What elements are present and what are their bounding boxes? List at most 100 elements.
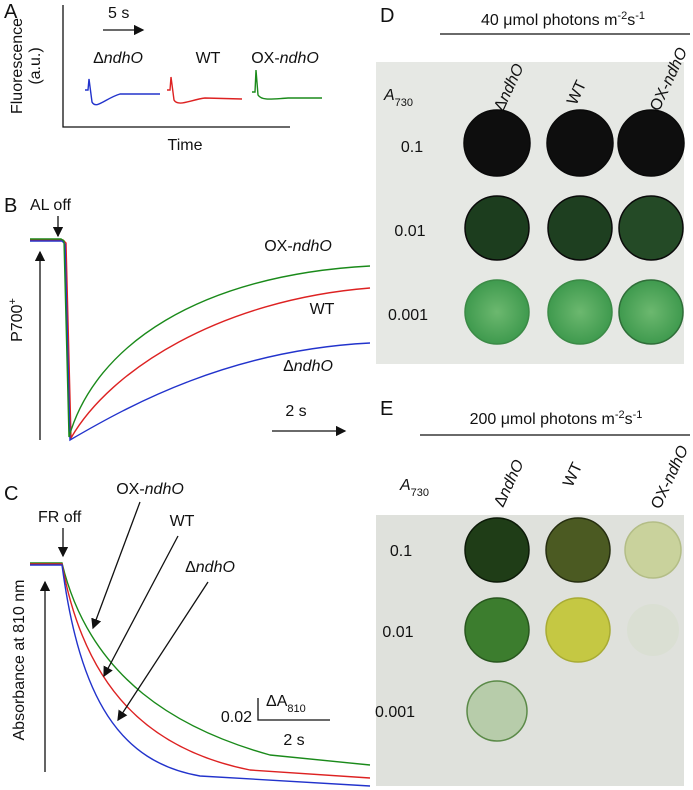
trace <box>30 240 371 442</box>
spot <box>617 109 685 177</box>
strain-prefix: OX- <box>116 481 144 498</box>
trace <box>30 562 371 766</box>
title-sup: -2 <box>617 10 627 22</box>
panel-label: B <box>4 195 17 217</box>
row-header: A730 <box>399 477 429 499</box>
title-part: s <box>627 12 635 29</box>
panel-label: A <box>4 1 18 23</box>
strain-prefix: WT <box>170 513 195 530</box>
spot <box>547 279 613 345</box>
spot <box>618 279 684 345</box>
trace-label: OX-ndhO <box>116 481 184 498</box>
spot <box>464 517 530 583</box>
strain-prefix: OX- <box>251 50 279 67</box>
y-label: Fluorescence <box>9 18 26 114</box>
spot <box>464 195 530 261</box>
strain-italic: ndhO <box>660 443 692 486</box>
column-header: WT <box>560 460 586 490</box>
spots <box>464 517 682 742</box>
strain-italic: ndhO <box>280 50 319 67</box>
trace <box>252 69 322 100</box>
trace <box>167 76 243 104</box>
time-scale: 2 s <box>285 403 306 420</box>
row-label: 0.01 <box>394 223 425 240</box>
spots <box>463 109 685 345</box>
title-sup: -1 <box>633 409 643 421</box>
strain-prefix: WT <box>196 50 221 67</box>
trigger-label: FR off <box>38 509 82 526</box>
spot <box>546 109 614 177</box>
panel-c: C FR off Absorbance at 810 nm OX-ndhO WT… <box>4 481 371 787</box>
strain-prefix: WT <box>560 460 586 490</box>
scale-bar <box>257 698 330 721</box>
row-header-sub: 730 <box>411 487 429 499</box>
trace-label: OX-ndhO <box>264 238 332 255</box>
spot <box>545 517 611 583</box>
panel-d: D 40 μmol photons m-2s-1 A730 ΔndhO WT O… <box>376 5 691 364</box>
scale-unit-sub: 810 <box>287 703 305 715</box>
panel-label: C <box>4 483 18 505</box>
row-header-italic: A <box>399 477 411 494</box>
strain-italic: ndhO <box>496 457 528 500</box>
row-header-italic: A <box>383 87 395 104</box>
trace <box>85 78 160 106</box>
spot <box>618 195 684 261</box>
strain-prefix: Δ <box>185 559 196 576</box>
time-scale: 5 s <box>108 5 129 22</box>
panel-b: B AL off P700+ OX-ndhO WT ΔndhO 2 s <box>4 195 371 442</box>
title-sup: -1 <box>635 10 645 22</box>
spot <box>624 521 682 579</box>
spot <box>627 604 679 656</box>
pointer-arrow <box>103 535 179 678</box>
spot <box>464 597 530 663</box>
title-part: s <box>625 411 633 428</box>
title-sup: -2 <box>615 409 625 421</box>
strain-italic: ndhO <box>104 50 143 67</box>
column-header: OX-ndhO <box>648 443 692 511</box>
trace <box>30 563 371 779</box>
pointer-arrow <box>117 581 209 722</box>
panel-label: E <box>380 398 393 420</box>
trace-label: WT <box>196 50 221 67</box>
spot <box>545 597 611 663</box>
trace <box>30 238 371 438</box>
panel-e: E 200 μmol photons m-2s-1 A730 ΔndhO WT … <box>375 398 692 786</box>
row-header-sub: 730 <box>395 97 413 109</box>
panel-label: D <box>380 5 394 27</box>
scale-value: 0.02 <box>221 709 252 726</box>
y-label: Absorbance at 810 nm <box>11 580 28 741</box>
pointer-arrow <box>91 501 141 630</box>
strain-prefix: Δ <box>283 358 294 375</box>
row-label: 0.001 <box>388 307 428 324</box>
scale-unit: ΔA810 <box>266 693 306 715</box>
trigger-label: AL off <box>30 197 71 214</box>
x-label: Time <box>168 137 203 154</box>
strain-italic: ndhO <box>293 238 332 255</box>
trace-label: OX-ndhO <box>251 50 319 67</box>
row-label: 0.1 <box>401 139 423 156</box>
y-label: (a.u.) <box>27 47 44 84</box>
spot <box>547 195 613 261</box>
strain-italic: ndhO <box>294 358 333 375</box>
trace <box>30 239 371 441</box>
spot <box>466 680 528 742</box>
condition-title: 40 μmol photons m-2s-1 <box>481 10 645 29</box>
column-header: ΔndhO <box>491 457 527 509</box>
panel-a: A 5 s Fluorescence (a.u.) Time ΔndhO WT … <box>4 1 322 154</box>
trace-label: ΔndhO <box>283 358 333 375</box>
time-scale: 2 s <box>283 732 304 749</box>
row-header: A730 <box>383 87 413 109</box>
y-label: P700+ <box>7 298 26 342</box>
y-label-text: P700 <box>9 304 26 341</box>
title-part: 200 μmol photons m <box>470 411 615 428</box>
condition-title: 200 μmol photons m-2s-1 <box>470 409 643 428</box>
row-label: 0.001 <box>375 704 415 721</box>
strain-italic: ndhO <box>145 481 184 498</box>
row-label: 0.01 <box>382 624 413 641</box>
strain-prefix: WT <box>310 301 335 318</box>
spot <box>463 109 531 177</box>
trace-label: ΔndhO <box>93 50 143 67</box>
strain-prefix: Δ <box>93 50 104 67</box>
scale-unit-text: ΔA <box>266 693 288 710</box>
